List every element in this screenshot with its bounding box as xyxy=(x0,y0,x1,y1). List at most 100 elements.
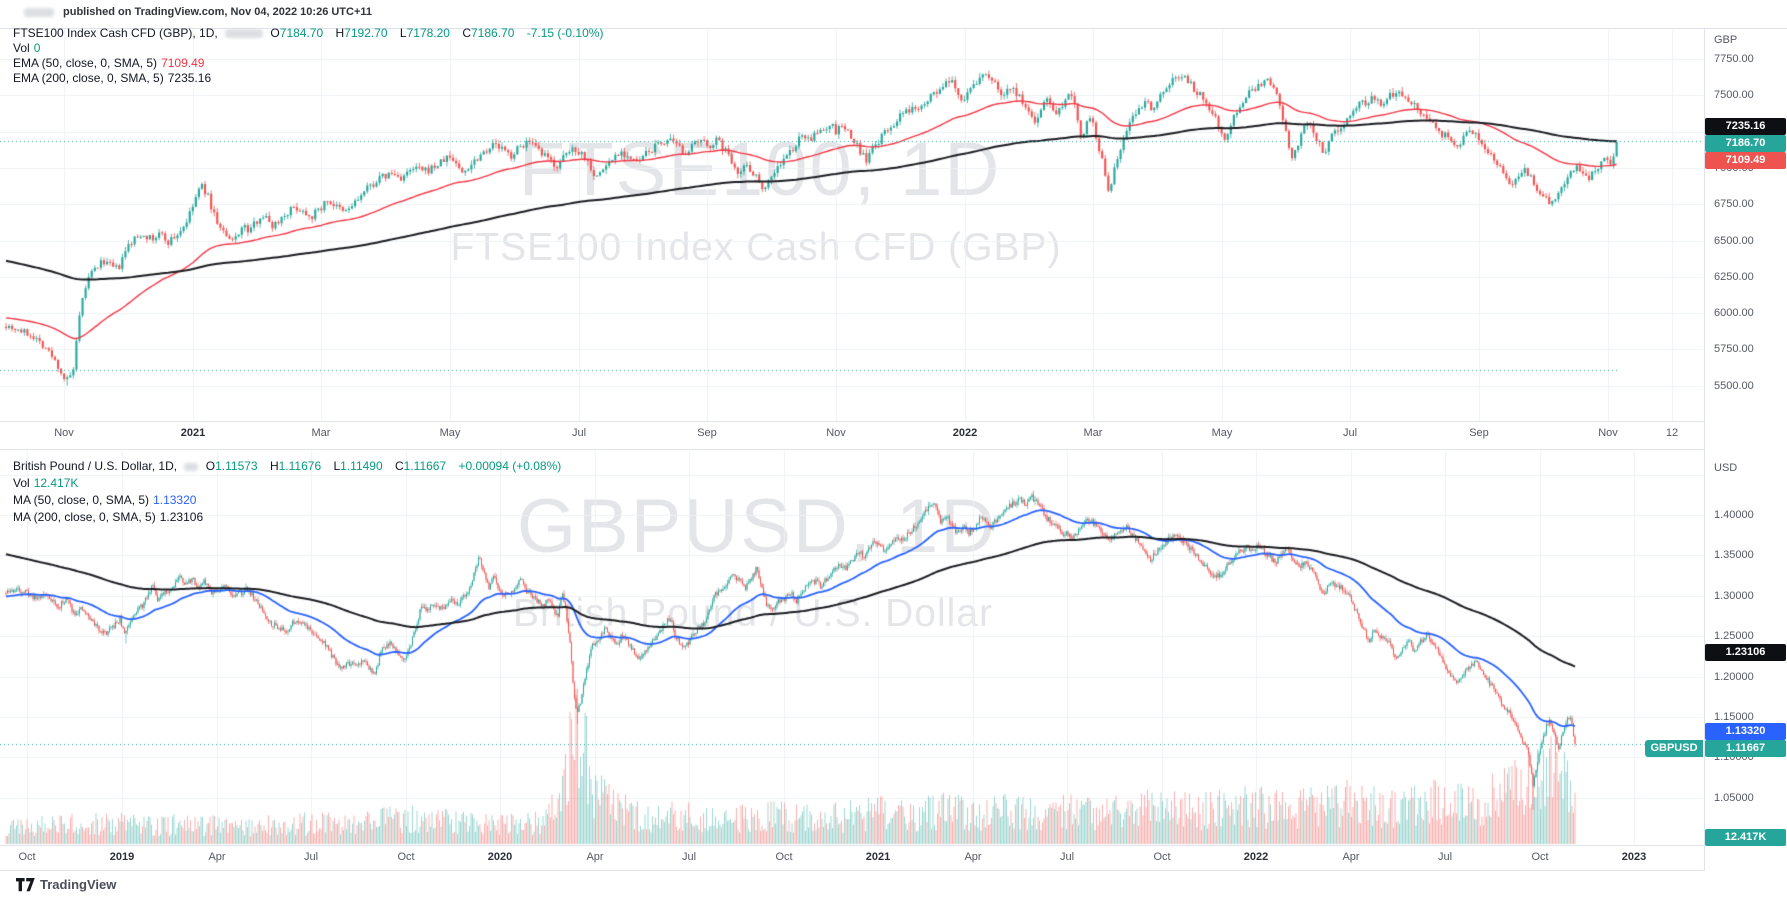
price-tag: 1.11667 xyxy=(1705,740,1786,757)
symbol-price-tag: GBPUSD xyxy=(1645,740,1703,757)
change-value: -7.15 (-0.10%) xyxy=(526,26,604,40)
price-axis-label: 1.40000 xyxy=(1714,509,1754,521)
price-axis-label: 7750.00 xyxy=(1714,53,1754,65)
change-value: +0.00094 (+0.08%) xyxy=(458,459,562,473)
date-axis-label: Jul xyxy=(303,851,319,863)
date-axis-label: May xyxy=(439,427,461,439)
date-axis-label: 2022 xyxy=(1243,851,1269,863)
price-tag: 7109.49 xyxy=(1705,152,1786,169)
price-axis-label: 1.05000 xyxy=(1714,792,1754,804)
price-axis-label: 6500.00 xyxy=(1714,235,1754,247)
ma50-value: 1.13320 xyxy=(153,493,197,507)
price-axis-label: 5500.00 xyxy=(1714,380,1754,392)
ema200-value: 7235.16 xyxy=(167,71,212,85)
price-tag: 1.13320 xyxy=(1705,723,1786,740)
price-axis-currency-label: GBP xyxy=(1714,34,1738,46)
low-label: L xyxy=(333,459,341,473)
date-axis-label: Oct xyxy=(1531,851,1549,863)
low-value: 7178.20 xyxy=(406,26,450,40)
date-axis-label: 2020 xyxy=(487,851,513,863)
time-axis-bottom[interactable] xyxy=(0,845,1704,871)
price-axis-label: 6250.00 xyxy=(1714,271,1754,283)
open-value: 7184.70 xyxy=(279,26,324,40)
open-label: O xyxy=(205,459,216,473)
redacted-source-bottom xyxy=(184,462,199,471)
published-banner: published on TradingView.com, Nov 04, 20… xyxy=(63,6,373,18)
volume-value: 0 xyxy=(33,41,41,55)
high-label: H xyxy=(269,459,279,473)
volume-value: 12.417K xyxy=(33,476,79,490)
close-value: 7186.70 xyxy=(471,26,515,40)
legend-top: FTSE100 Index Cash CFD (GBP), 1D, O7184.… xyxy=(13,26,603,86)
low-label: L xyxy=(399,26,407,40)
ma50-label[interactable]: MA (50, close, 0, SMA, 5) xyxy=(13,493,150,507)
date-axis-label: 2023 xyxy=(1621,851,1647,863)
close-value: 1.11667 xyxy=(403,459,447,473)
date-axis-label: Jul xyxy=(681,851,697,863)
price-axis-label: 1.25000 xyxy=(1714,630,1754,642)
tradingview-logo-text: TradingView xyxy=(40,877,117,892)
price-axis-label: 1.15000 xyxy=(1714,711,1754,723)
date-axis-label: Oct xyxy=(18,851,36,863)
volume-label[interactable]: Vol xyxy=(13,476,30,490)
price-axis-label: 7500.00 xyxy=(1714,89,1754,101)
date-axis-label: 2019 xyxy=(109,851,135,863)
date-axis-label: Nov xyxy=(1598,427,1618,439)
open-value: 1.11573 xyxy=(215,459,258,473)
date-axis-label: Apr xyxy=(586,851,604,863)
date-axis-label: Jul xyxy=(1342,427,1358,439)
header-divider xyxy=(0,28,1787,29)
date-axis-label: Jul xyxy=(1437,851,1453,863)
date-axis-label: Sep xyxy=(697,427,717,439)
date-axis-label: Mar xyxy=(311,427,331,439)
price-tag: 1.23106 xyxy=(1705,644,1786,661)
date-axis-label: 12 xyxy=(1665,427,1679,439)
date-axis-label: 2021 xyxy=(180,427,206,439)
date-axis-label: Oct xyxy=(1153,851,1171,863)
price-axis-label: 1.20000 xyxy=(1714,671,1754,683)
date-axis-label: Sep xyxy=(1469,427,1489,439)
tradingview-logo-icon xyxy=(16,877,35,891)
ema50-value: 7109.49 xyxy=(161,56,205,70)
redacted-source-top xyxy=(225,29,264,39)
volume-label[interactable]: Vol xyxy=(13,41,30,55)
date-axis-label: Jul xyxy=(571,427,587,439)
price-axis-label: 1.30000 xyxy=(1714,590,1754,602)
date-axis-label: Nov xyxy=(54,427,74,439)
volume-tag: 12.417K xyxy=(1705,829,1786,846)
date-axis-label: Mar xyxy=(1083,427,1103,439)
date-axis-label: 2021 xyxy=(865,851,891,863)
ma200-value: 1.23106 xyxy=(159,510,204,524)
legend-bottom: British Pound / U.S. Dollar, 1D, O1.1157… xyxy=(13,458,561,526)
date-axis-label: 2022 xyxy=(952,427,978,439)
date-axis-label: Oct xyxy=(775,851,793,863)
time-axis-top[interactable] xyxy=(0,421,1704,450)
symbol-title-top[interactable]: FTSE100 Index Cash CFD (GBP), 1D, xyxy=(13,26,218,40)
high-label: H xyxy=(335,26,345,40)
date-axis-label: Apr xyxy=(208,851,226,863)
close-label: C xyxy=(462,26,471,40)
date-axis-label: Apr xyxy=(1342,851,1360,863)
close-label: C xyxy=(395,459,404,473)
price-axis-label: 6000.00 xyxy=(1714,307,1754,319)
low-value: 1.11490 xyxy=(340,459,383,473)
ma200-label[interactable]: MA (200, close, 0, SMA, 5) xyxy=(13,510,156,524)
price-axis-label: 5750.00 xyxy=(1714,343,1754,355)
symbol-title-bottom[interactable]: British Pound / U.S. Dollar, 1D, xyxy=(13,459,178,473)
high-value: 1.11676 xyxy=(278,459,322,473)
price-axis-label: 1.35000 xyxy=(1714,549,1754,561)
price-axis-label: 6750.00 xyxy=(1714,198,1754,210)
price-tag: 7235.16 xyxy=(1705,118,1786,135)
price-tag: 7186.70 xyxy=(1705,135,1786,152)
price-axis-currency-label: USD xyxy=(1714,462,1738,474)
high-value: 7192.70 xyxy=(344,26,388,40)
ema200-label[interactable]: EMA (200, close, 0, SMA, 5) xyxy=(13,71,164,85)
open-label: O xyxy=(270,26,280,40)
ema50-label[interactable]: EMA (50, close, 0, SMA, 5) xyxy=(13,56,158,70)
tradingview-logo[interactable]: TradingView xyxy=(16,877,116,892)
date-axis-label: Apr xyxy=(964,851,982,863)
date-axis-label: Jul xyxy=(1059,851,1075,863)
date-axis-label: Nov xyxy=(826,427,846,439)
date-axis-label: May xyxy=(1211,427,1233,439)
